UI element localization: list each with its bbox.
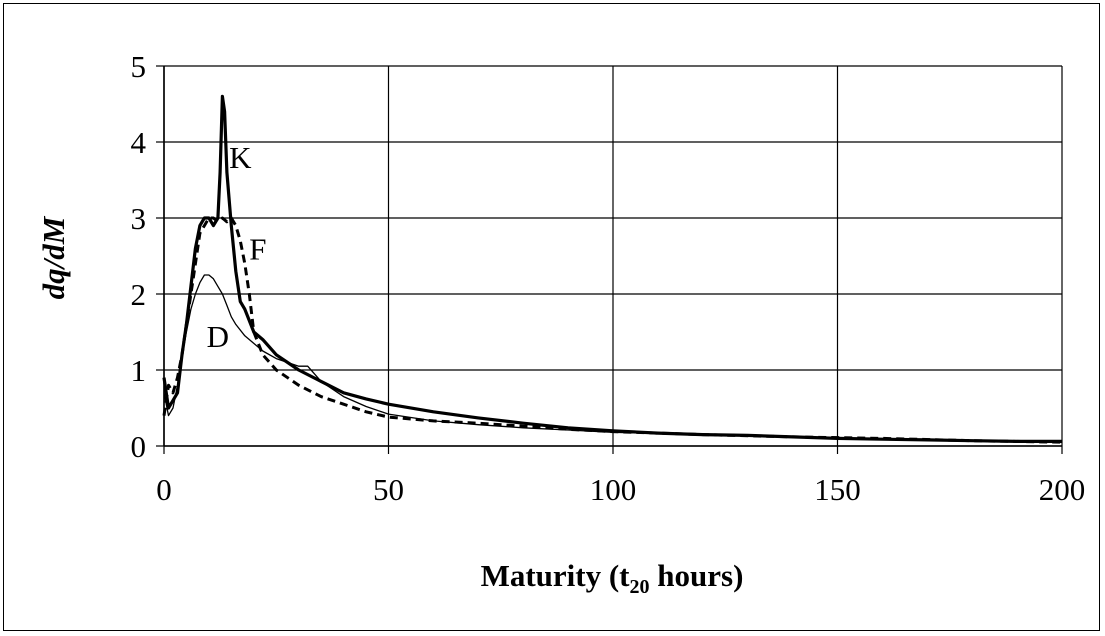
- y-tick-label: 0: [131, 429, 147, 464]
- series-line-F: [162, 216, 1063, 444]
- y-tick-label: 3: [131, 201, 147, 236]
- series-label-K: K: [229, 140, 252, 175]
- x-tick-label: 100: [590, 472, 637, 507]
- series-label-F: F: [249, 231, 266, 266]
- y-tick-label: 5: [131, 49, 147, 84]
- x-tick-label: 150: [814, 472, 861, 507]
- series-label-layer: K F D: [207, 140, 267, 354]
- x-tick-label: 50: [373, 472, 404, 507]
- y-tick-label: 2: [131, 277, 147, 312]
- y-tick-label: 4: [131, 125, 147, 160]
- x-tick-label: 200: [1039, 472, 1086, 507]
- series-label-D: D: [207, 319, 229, 354]
- grid-layer: [156, 65, 1063, 454]
- y-axis-title: dq/dM: [36, 215, 71, 299]
- x-tick-label: 0: [156, 472, 172, 507]
- series-line-D: [163, 274, 1063, 443]
- x-axis-title: Maturity (t20 hours): [481, 558, 744, 598]
- y-tick-label: 1: [131, 353, 147, 388]
- series-layer: [162, 94, 1063, 444]
